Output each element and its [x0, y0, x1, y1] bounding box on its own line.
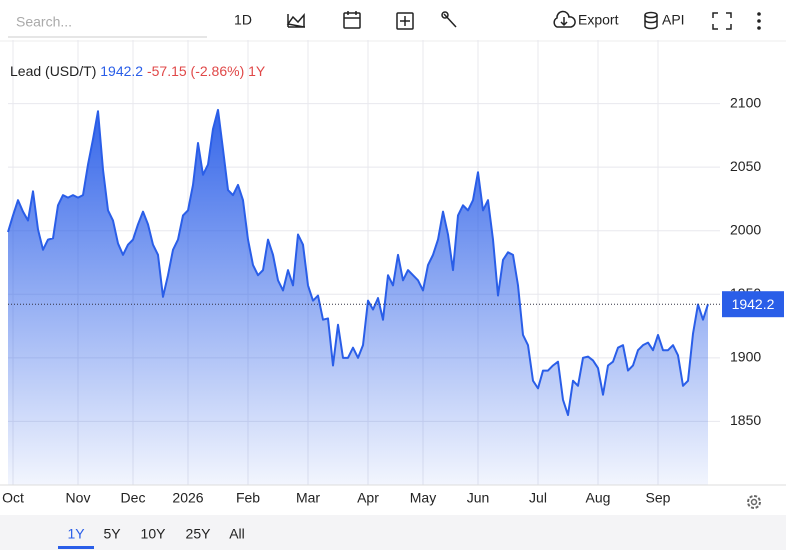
chart-type-button[interactable] [286, 12, 305, 28]
range-button[interactable]: 5Y [103, 526, 121, 542]
x-tick-label: Sep [646, 490, 671, 506]
plot-area: Oct Nov Dec 2026 Feb Mar Apr May Jun Jul Aug Sep 185… [0, 40, 786, 506]
interval-button[interactable]: 1D [234, 12, 252, 28]
x-tick-label: Oct [2, 490, 24, 506]
search-input[interactable]: Search... [16, 14, 72, 30]
price-line [7, 108, 709, 417]
x-tick-label: Nov [66, 490, 91, 506]
api-label[interactable]: API [662, 12, 685, 28]
x-tick-label: Mar [296, 490, 320, 506]
x-tick-label: Apr [357, 490, 379, 506]
y-tick-label: 2100 [730, 94, 761, 110]
x-tick-label: Jul [529, 490, 547, 506]
calendar-button[interactable] [343, 11, 361, 29]
x-tick-label: Dec [121, 490, 146, 506]
tools-button[interactable] [441, 11, 457, 28]
settings-button[interactable] [747, 495, 761, 509]
x-tick-label: May [410, 490, 436, 506]
y-tick-label: 2000 [730, 221, 761, 237]
range-button[interactable]: All [229, 526, 245, 542]
x-tick-label: Jun [467, 490, 490, 506]
export-button[interactable]: Export [553, 10, 619, 28]
area-fill [8, 109, 708, 485]
last-price-tag [722, 291, 784, 318]
x-tick-label: Feb [236, 490, 260, 506]
api-button[interactable]: API [644, 12, 685, 30]
y-tick-label: 1900 [730, 349, 761, 365]
range-bar [0, 515, 786, 550]
export-label[interactable]: Export [578, 12, 619, 28]
last-price-label: 1942.2 [732, 296, 775, 312]
range-active-underline [58, 546, 94, 549]
range-button[interactable]: 25Y [186, 526, 212, 542]
legend-change: -57.15 (-2.86%) [147, 63, 244, 79]
range-buttons: 1Y 5Y 10Y 25Y All [58, 526, 245, 549]
legend-price: 1942.2 [100, 63, 143, 79]
y-tick-label: 1850 [730, 412, 761, 428]
x-tick-label: Aug [586, 490, 611, 506]
menu-button[interactable] [757, 12, 761, 30]
legend: Lead (USD/T) 1942.2 -57.15 (-2.86%) 1Y [10, 63, 266, 79]
y-tick-label: 2050 [730, 158, 761, 174]
x-tick-label: 2026 [172, 490, 203, 506]
legend-title: Lead (USD/T) [10, 63, 96, 79]
add-button[interactable] [396, 12, 414, 30]
toolbar: Search... 1D Export API [8, 10, 761, 38]
range-button[interactable]: 10Y [141, 526, 167, 542]
range-button[interactable]: 1Y [67, 526, 85, 542]
legend-period: 1Y [248, 63, 266, 79]
fullscreen-button[interactable] [712, 12, 732, 30]
